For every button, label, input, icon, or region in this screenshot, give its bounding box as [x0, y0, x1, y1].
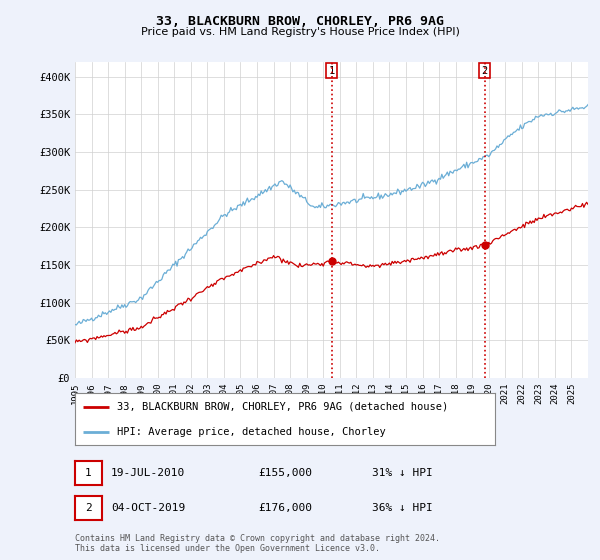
Text: 33, BLACKBURN BROW, CHORLEY, PR6 9AG (detached house): 33, BLACKBURN BROW, CHORLEY, PR6 9AG (de… [117, 402, 448, 412]
Text: 1: 1 [85, 468, 92, 478]
Text: 2: 2 [481, 66, 488, 76]
Text: £155,000: £155,000 [258, 468, 312, 478]
Text: 1: 1 [328, 66, 335, 76]
Text: 2: 2 [85, 503, 92, 513]
Text: 31% ↓ HPI: 31% ↓ HPI [372, 468, 433, 478]
Text: Contains HM Land Registry data © Crown copyright and database right 2024.
This d: Contains HM Land Registry data © Crown c… [75, 534, 440, 553]
Text: 36% ↓ HPI: 36% ↓ HPI [372, 503, 433, 513]
Text: £176,000: £176,000 [258, 503, 312, 513]
Text: 33, BLACKBURN BROW, CHORLEY, PR6 9AG: 33, BLACKBURN BROW, CHORLEY, PR6 9AG [156, 15, 444, 28]
Text: 04-OCT-2019: 04-OCT-2019 [111, 503, 185, 513]
Text: Price paid vs. HM Land Registry's House Price Index (HPI): Price paid vs. HM Land Registry's House … [140, 27, 460, 37]
Text: 19-JUL-2010: 19-JUL-2010 [111, 468, 185, 478]
Text: HPI: Average price, detached house, Chorley: HPI: Average price, detached house, Chor… [117, 427, 386, 437]
